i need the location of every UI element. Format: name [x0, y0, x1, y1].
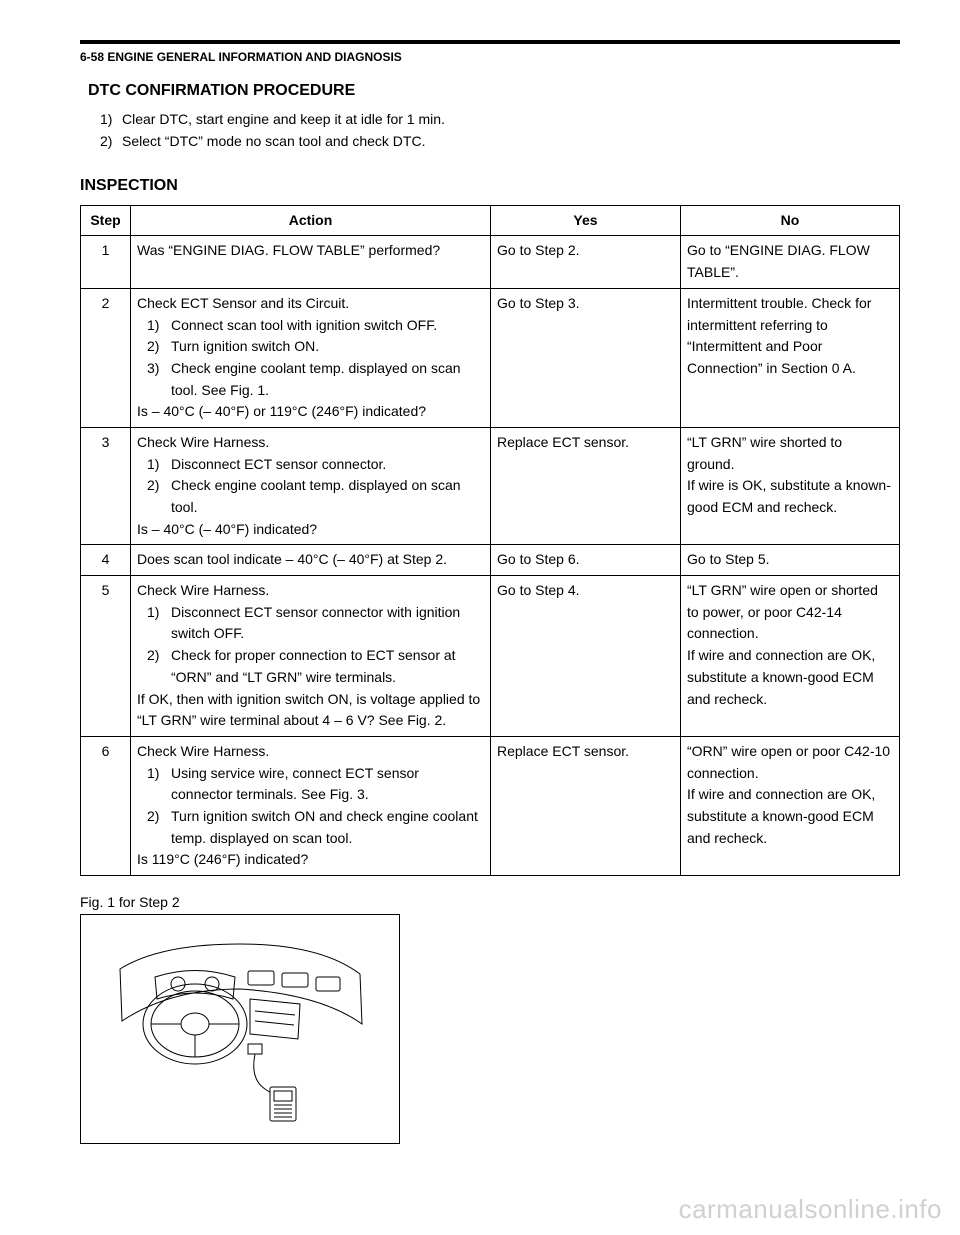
cell-no: “LT GRN” wire shorted to ground. If wire… [681, 427, 900, 544]
substep-text: Turn ignition switch ON. [169, 336, 484, 358]
cell-action: Does scan tool indicate – 40°C (– 40°F) … [131, 545, 491, 576]
figure-label: Fig. 1 for Step 2 [80, 894, 900, 910]
header-rule [80, 40, 900, 44]
table-row: 4 Does scan tool indicate – 40°C (– 40°F)… [81, 545, 900, 576]
action-substep: 2)Turn ignition switch ON and check engi… [137, 806, 484, 849]
table-row: 5Check Wire Harness.1)Disconnect ECT sen… [81, 576, 900, 737]
cell-step: 2 [81, 288, 131, 427]
action-substep: 1)Connect scan tool with ignition switch… [137, 315, 484, 337]
col-no: No [681, 205, 900, 236]
table-row: 6Check Wire Harness.1)Using service wire… [81, 736, 900, 875]
table-row: 2Check ECT Sensor and its Circuit.1)Conn… [81, 288, 900, 427]
substep-num: 2) [147, 645, 169, 688]
substep-text: Disconnect ECT sensor connector. [169, 454, 484, 476]
cell-action: Check Wire Harness.1)Disconnect ECT sens… [131, 427, 491, 544]
action-lead: Check Wire Harness. [137, 580, 484, 602]
action-lead: Check Wire Harness. [137, 741, 484, 763]
watermark: carmanualsonline.info [679, 1194, 942, 1225]
action-substep: 2)Check engine coolant temp. displayed o… [137, 475, 484, 518]
cell-yes: Go to Step 3. [491, 288, 681, 427]
col-action: Action [131, 205, 491, 236]
substep-text: Check for proper connection to ECT senso… [169, 645, 484, 688]
substep-num: 2) [147, 806, 169, 849]
action-lead: Check Wire Harness. [137, 432, 484, 454]
action-tail: Is – 40°C (– 40°F) or 119°C (246°F) indi… [137, 401, 484, 423]
cell-no: Go to “ENGINE DIAG. FLOW TABLE”. [681, 236, 900, 288]
cell-step: 1 [81, 236, 131, 288]
dtc-step: 2) Select “DTC” mode no scan tool and ch… [100, 130, 900, 152]
action-lead: Was “ENGINE DIAG. FLOW TABLE” performed? [137, 240, 484, 262]
dtc-step-text: Select “DTC” mode no scan tool and check… [122, 130, 425, 152]
dtc-step-num: 1) [100, 108, 122, 130]
cell-yes: Go to Step 4. [491, 576, 681, 737]
cell-yes: Go to Step 6. [491, 545, 681, 576]
cell-no: “ORN” wire open or poor C42-10 connectio… [681, 736, 900, 875]
cell-step: 4 [81, 545, 131, 576]
cell-no: “LT GRN” wire open or shorted to power, … [681, 576, 900, 737]
inspection-table: Step Action Yes No 1 Was “ENGINE DIAG. FL… [80, 205, 900, 876]
substep-text: Turn ignition switch ON and check engine… [169, 806, 484, 849]
action-substep: 2)Check for proper connection to ECT sen… [137, 645, 484, 688]
table-row: 1 Was “ENGINE DIAG. FLOW TABLE” performed… [81, 236, 900, 288]
inspection-title: INSPECTION [80, 177, 900, 195]
dtc-step-num: 2) [100, 130, 122, 152]
cell-step: 5 [81, 576, 131, 737]
substep-num: 1) [147, 315, 169, 337]
action-tail: If OK, then with ignition switch ON, is … [137, 689, 484, 732]
dtc-title: DTC CONFIRMATION PROCEDURE [88, 82, 900, 100]
cell-action: Check Wire Harness.1)Using service wire,… [131, 736, 491, 875]
action-lead: Check ECT Sensor and its Circuit. [137, 293, 484, 315]
dtc-step-text: Clear DTC, start engine and keep it at i… [122, 108, 445, 130]
substep-text: Check engine coolant temp. displayed on … [169, 358, 484, 401]
cell-no: Go to Step 5. [681, 545, 900, 576]
cell-step: 6 [81, 736, 131, 875]
cell-yes: Go to Step 2. [491, 236, 681, 288]
cell-step: 3 [81, 427, 131, 544]
substep-text: Check engine coolant temp. displayed on … [169, 475, 484, 518]
cell-yes: Replace ECT sensor. [491, 427, 681, 544]
action-lead: Does scan tool indicate – 40°C (– 40°F) … [137, 549, 484, 571]
action-substep: 3)Check engine coolant temp. displayed o… [137, 358, 484, 401]
substep-num: 2) [147, 475, 169, 518]
substep-num: 1) [147, 763, 169, 806]
action-substep: 1)Disconnect ECT sensor connector with i… [137, 602, 484, 645]
cell-action: Check ECT Sensor and its Circuit.1)Conne… [131, 288, 491, 427]
cell-no: Intermittent trouble. Check for intermit… [681, 288, 900, 427]
col-step: Step [81, 205, 131, 236]
substep-num: 1) [147, 454, 169, 476]
action-tail: Is 119°C (246°F) indicated? [137, 849, 484, 871]
substep-num: 3) [147, 358, 169, 401]
dtc-step: 1) Clear DTC, start engine and keep it a… [100, 108, 900, 130]
table-header-row: Step Action Yes No [81, 205, 900, 236]
action-tail: Is – 40°C (– 40°F) indicated? [137, 519, 484, 541]
action-substep: 1)Disconnect ECT sensor connector. [137, 454, 484, 476]
cell-action: Check Wire Harness.1)Disconnect ECT sens… [131, 576, 491, 737]
substep-text: Using service wire, connect ECT sensor c… [169, 763, 484, 806]
dashboard-illustration-icon [100, 929, 380, 1129]
dtc-steps: 1) Clear DTC, start engine and keep it a… [100, 108, 900, 153]
substep-num: 1) [147, 602, 169, 645]
cell-yes: Replace ECT sensor. [491, 736, 681, 875]
section-code: 6-58 ENGINE GENERAL INFORMATION AND DIAG… [80, 50, 900, 64]
substep-num: 2) [147, 336, 169, 358]
figure-box [80, 914, 400, 1144]
table-row: 3Check Wire Harness.1)Disconnect ECT sen… [81, 427, 900, 544]
action-substep: 1)Using service wire, connect ECT sensor… [137, 763, 484, 806]
substep-text: Connect scan tool with ignition switch O… [169, 315, 484, 337]
col-yes: Yes [491, 205, 681, 236]
cell-action: Was “ENGINE DIAG. FLOW TABLE” performed? [131, 236, 491, 288]
substep-text: Disconnect ECT sensor connector with ign… [169, 602, 484, 645]
action-substep: 2)Turn ignition switch ON. [137, 336, 484, 358]
